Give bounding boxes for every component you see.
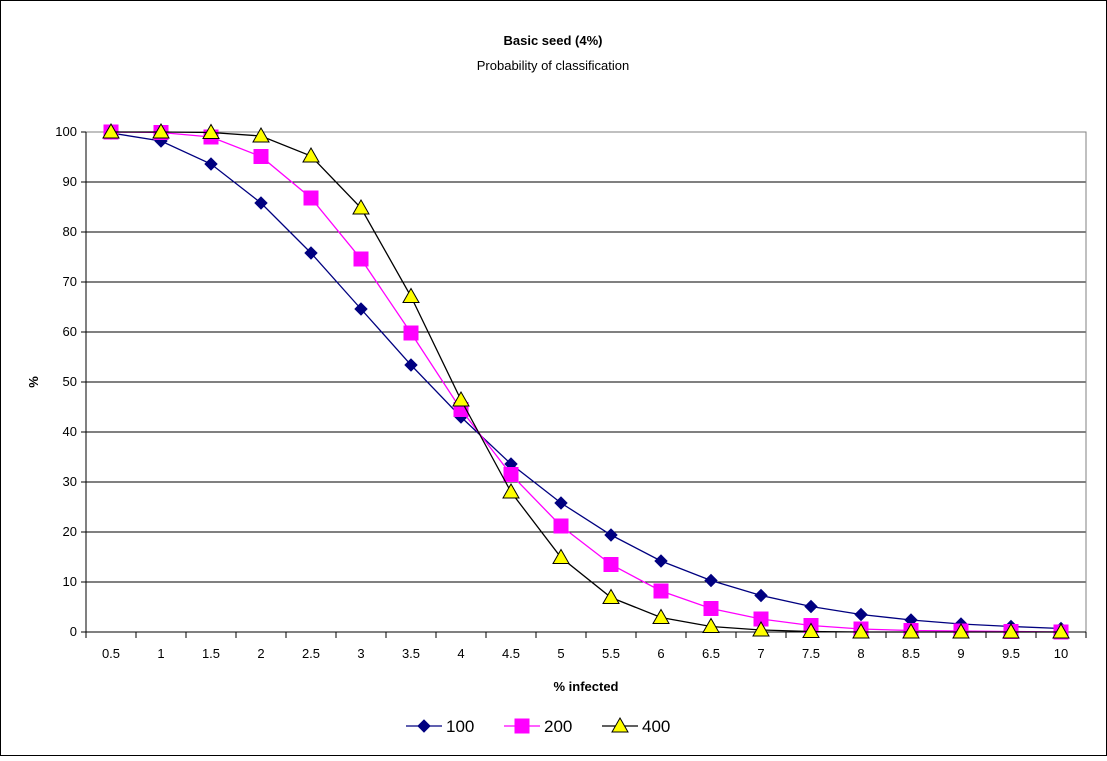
point-400-7 (452, 390, 470, 407)
x-tick-label-14: 7.5 (802, 646, 820, 661)
legend-marker-200 (514, 718, 530, 734)
x-tick-label-18: 9.5 (1002, 646, 1020, 661)
y-tick-label-4: 40 (63, 424, 77, 439)
point-400-18 (1002, 622, 1020, 639)
x-tick-label-6: 3.5 (402, 646, 420, 661)
point-100-4 (304, 246, 318, 260)
point-100-12 (704, 573, 718, 588)
y-tick-label-5: 50 (63, 374, 77, 389)
y-tick-label-3: 30 (63, 474, 77, 489)
point-400-10 (602, 588, 620, 604)
series-line-100 (110, 132, 1062, 630)
legend-entry-200: 200 (504, 717, 572, 736)
point-400-2 (202, 123, 220, 139)
y-tick-label-8: 80 (63, 224, 77, 239)
chart-subtitle: Probability of classification (477, 58, 629, 73)
series-400 (102, 122, 1070, 639)
x-tick-label-13: 7 (757, 646, 764, 661)
x-tick-label-5: 3 (357, 646, 364, 661)
point-400-3 (252, 126, 270, 143)
point-100-5 (354, 302, 368, 316)
legend-label-100: 100 (446, 717, 474, 736)
y-tick-label-9: 90 (63, 174, 77, 189)
x-axis-label: % infected (553, 679, 618, 694)
series-line-200 (110, 131, 1062, 633)
point-400-11 (652, 608, 670, 624)
y-tick-label-0: 0 (70, 624, 77, 639)
series-layer (102, 122, 1070, 640)
point-200-4 (303, 190, 319, 206)
x-tick-label-2: 1.5 (202, 646, 220, 661)
point-400-14 (802, 622, 820, 638)
point-400-13 (752, 620, 770, 637)
chart-title: Basic seed (4%) (504, 33, 603, 48)
legend: 100 200 400 (406, 716, 670, 736)
point-400-16 (902, 622, 920, 639)
point-400-4 (302, 146, 320, 163)
point-100-14 (804, 599, 818, 614)
point-400-15 (852, 622, 870, 639)
point-200-11 (653, 583, 669, 599)
point-400-19 (1052, 622, 1070, 639)
point-400-5 (352, 198, 370, 215)
x-tick-label-12: 6.5 (702, 646, 720, 661)
point-100-13 (754, 588, 768, 603)
x-tick-label-1: 1 (157, 646, 164, 661)
y-tick-label-6: 60 (63, 324, 77, 339)
x-tick-label-8: 4.5 (502, 646, 520, 661)
point-100-15 (854, 607, 868, 622)
legend-entry-100: 100 (406, 717, 474, 736)
point-400-1 (152, 122, 170, 139)
legend-label-400: 400 (642, 717, 670, 736)
x-tick-label-17: 9 (957, 646, 964, 661)
x-tick-label-10: 5.5 (602, 646, 620, 661)
point-200-10 (603, 557, 619, 572)
y-axis-label: % (26, 376, 41, 388)
x-tick-label-19: 10 (1054, 646, 1068, 661)
point-100-6 (404, 358, 418, 372)
point-200-8 (503, 467, 519, 482)
point-100-2 (204, 157, 218, 171)
point-100-3 (254, 196, 268, 210)
x-tick-label-11: 6 (657, 646, 664, 661)
series-line-400 (111, 131, 1061, 633)
y-tick-label-1: 10 (63, 574, 77, 589)
point-200-5 (353, 251, 369, 267)
legend-marker-400 (611, 716, 629, 733)
y-tick-label-7: 70 (63, 274, 77, 289)
legend-label-200: 200 (544, 717, 572, 736)
point-400-8 (502, 482, 520, 499)
point-400-9 (552, 548, 570, 564)
x-tick-label-7: 4 (457, 646, 464, 661)
point-400-12 (702, 617, 720, 633)
x-tick-label-0: 0.5 (102, 646, 120, 661)
point-200-9 (553, 518, 569, 534)
x-tick-label-3: 2 (257, 646, 264, 661)
x-tick-label-15: 8 (857, 646, 864, 661)
y-tick-label-10: 100 (55, 124, 77, 139)
point-200-3 (253, 149, 269, 164)
y-tick-label-2: 20 (63, 524, 77, 539)
legend-entry-400: 400 (602, 716, 670, 736)
legend-marker-100 (417, 719, 431, 733)
point-400-0 (102, 122, 120, 139)
point-100-11 (654, 554, 668, 568)
point-200-12 (703, 601, 719, 616)
point-200-6 (403, 325, 419, 341)
x-tick-label-9: 5 (557, 646, 564, 661)
point-100-9 (554, 496, 568, 510)
point-400-6 (402, 287, 420, 303)
x-tick-label-16: 8.5 (902, 646, 920, 661)
x-tick-label-4: 2.5 (302, 646, 320, 661)
point-100-10 (604, 528, 618, 542)
point-400-17 (952, 622, 970, 639)
